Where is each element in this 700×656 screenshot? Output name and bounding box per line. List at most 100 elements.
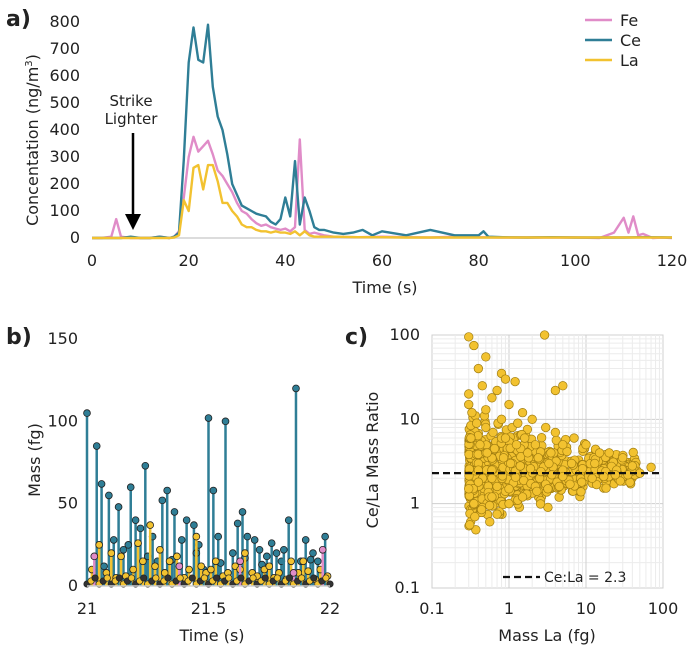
point-ce bbox=[109, 536, 118, 544]
legend-label-ce: Ce bbox=[620, 31, 641, 50]
point-ce bbox=[163, 486, 171, 495]
point-ce bbox=[131, 516, 140, 524]
point-ce bbox=[314, 557, 322, 566]
data-point bbox=[517, 492, 528, 502]
panel-c-y-tick-10: 10 bbox=[400, 409, 420, 428]
data-point bbox=[536, 466, 546, 477]
data-point bbox=[467, 408, 477, 418]
panel-a-x-ticks: 0 20 40 60 80 100 120 bbox=[87, 251, 687, 270]
point-ce bbox=[321, 532, 329, 541]
panel-a-x-tick-100: 100 bbox=[560, 251, 591, 270]
panel-b-x-tick-21: 21 bbox=[77, 599, 97, 618]
point-ce bbox=[306, 555, 315, 564]
data-point bbox=[482, 448, 492, 458]
data-point bbox=[496, 414, 507, 424]
data-point bbox=[489, 443, 500, 454]
strike-arrow-head bbox=[125, 214, 141, 230]
panel-a-x-tick-20: 20 bbox=[178, 251, 198, 270]
data-point bbox=[627, 461, 638, 471]
data-point bbox=[492, 509, 502, 519]
point-la bbox=[192, 532, 201, 541]
baseline-point bbox=[273, 574, 281, 582]
point-fe bbox=[90, 552, 99, 561]
panel-c-y-label: Ce/La Mass Ratio bbox=[363, 392, 382, 529]
point-la bbox=[185, 565, 193, 574]
data-point bbox=[471, 418, 482, 428]
data-point bbox=[547, 470, 557, 480]
baseline-point bbox=[164, 574, 172, 582]
point-ce bbox=[267, 539, 276, 547]
point-ce bbox=[97, 480, 106, 488]
data-point bbox=[558, 471, 568, 482]
series-line-ce bbox=[92, 23, 673, 240]
data-point bbox=[527, 414, 537, 424]
panel-a-x-label: Time (s) bbox=[351, 278, 417, 297]
point-ce bbox=[238, 508, 247, 516]
strike-annotation-line2: Lighter bbox=[105, 110, 159, 128]
baseline-point bbox=[91, 574, 99, 582]
data-point bbox=[464, 399, 474, 410]
data-point bbox=[550, 385, 561, 396]
data-point bbox=[464, 484, 474, 494]
data-point bbox=[541, 422, 551, 433]
point-la bbox=[95, 541, 103, 549]
point-la bbox=[207, 565, 215, 574]
panel-c-x-tick-10: 10 bbox=[576, 599, 596, 618]
data-point bbox=[594, 448, 605, 458]
data-point bbox=[569, 433, 579, 443]
data-point bbox=[565, 479, 575, 489]
data-point bbox=[533, 453, 543, 463]
point-ce bbox=[284, 516, 293, 524]
baseline-point bbox=[213, 574, 221, 582]
point-ce bbox=[182, 516, 191, 524]
data-point bbox=[492, 481, 502, 492]
data-point bbox=[517, 408, 528, 418]
cloud-point bbox=[485, 517, 495, 527]
cloud-point bbox=[510, 472, 521, 482]
data-point bbox=[477, 381, 487, 391]
panel-b-x-tick-22: 22 bbox=[320, 599, 340, 618]
data-point bbox=[475, 440, 485, 450]
point-ce bbox=[124, 541, 133, 549]
data-point bbox=[581, 440, 591, 450]
baseline-point bbox=[225, 574, 233, 582]
point-ce bbox=[214, 532, 223, 541]
point-la bbox=[211, 557, 220, 566]
point-la bbox=[265, 562, 274, 571]
panel-b-x-label: Time (s) bbox=[178, 626, 244, 645]
strike-annotation-line1: Strike bbox=[109, 92, 152, 110]
panel-b-y-tick-0: 0 bbox=[68, 576, 78, 595]
cloud-point bbox=[601, 483, 611, 493]
panel-c-x-label: Mass La (fg) bbox=[498, 626, 595, 645]
data-point bbox=[481, 352, 491, 362]
data-point bbox=[504, 484, 514, 494]
panel-a-y-tick-200: 200 bbox=[49, 174, 80, 193]
cloud-point bbox=[615, 476, 625, 486]
panel-b-y-tick-150: 150 bbox=[47, 329, 78, 348]
cloud-point bbox=[465, 520, 475, 530]
baseline-point bbox=[261, 574, 269, 582]
point-la bbox=[165, 557, 174, 566]
data-point bbox=[577, 477, 587, 487]
data-point bbox=[544, 458, 554, 469]
point-ce bbox=[190, 521, 198, 529]
data-point bbox=[587, 473, 597, 483]
panel-b-marks bbox=[83, 384, 334, 588]
data-point bbox=[476, 504, 487, 515]
point-la bbox=[160, 569, 169, 577]
data-point bbox=[558, 381, 568, 391]
baseline-point bbox=[249, 574, 257, 582]
point-la bbox=[304, 567, 312, 575]
data-point bbox=[473, 477, 484, 487]
point-la bbox=[241, 549, 249, 557]
point-la bbox=[146, 521, 154, 529]
cloud-point bbox=[543, 502, 553, 513]
point-ce bbox=[292, 384, 300, 393]
point-la bbox=[107, 549, 116, 557]
panel-c-x-tick-100: 100 bbox=[648, 599, 679, 618]
panel-a-label: a) bbox=[6, 7, 31, 32]
data-point bbox=[487, 492, 497, 502]
point-ce bbox=[177, 536, 186, 544]
panel-a-x-tick-80: 80 bbox=[468, 251, 488, 270]
